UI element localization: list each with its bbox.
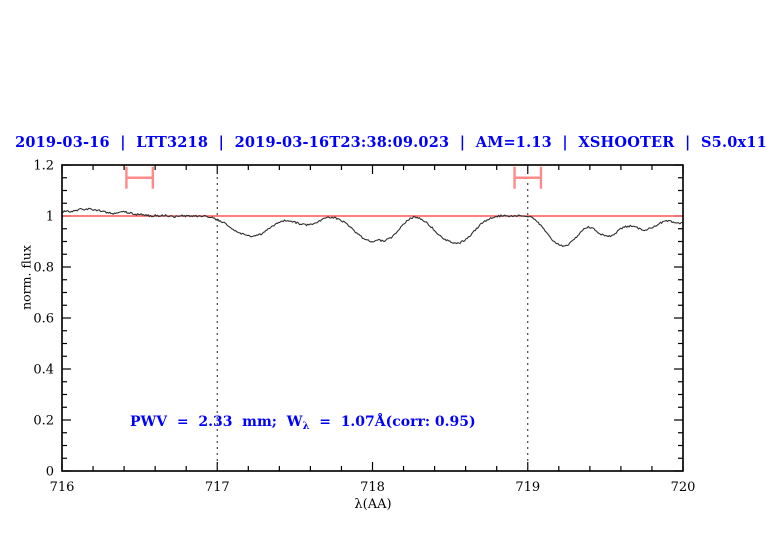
page-title: 2019-03-16 | LTT3218 | 2019-03-16T23:38:… — [15, 134, 767, 151]
plot-frame-overlay — [61, 164, 684, 472]
annotation-suffix: = 1.07Å(corr: 0.95) — [309, 414, 476, 430]
y-tick-label: 0.4 — [33, 363, 54, 378]
y-tick-label: 0.2 — [33, 414, 54, 429]
x-axis-label: λ(AA) — [354, 497, 392, 512]
y-axis-label: norm. flux — [18, 245, 34, 310]
integration-range-marker — [513, 166, 543, 189]
y-tick-label: 1 — [46, 210, 54, 225]
x-tick-label: 716 — [50, 480, 75, 495]
annotation-prefix: PWV = 2.33 mm; W — [130, 414, 303, 430]
y-tick-label: 0 — [46, 465, 54, 480]
y-tick-label: 0.6 — [33, 312, 54, 327]
measurement-annotation: PWV = 2.33 mm; Wλ = 1.07Å(corr: 0.95) — [130, 414, 476, 432]
integration-range-marker — [125, 166, 155, 189]
x-tick-label: 718 — [360, 480, 385, 495]
y-tick-label: 0.8 — [33, 261, 54, 276]
x-tick-label: 717 — [205, 480, 230, 495]
x-tick-label: 720 — [671, 480, 696, 495]
spectrum-trace — [61, 207, 684, 248]
x-tick-label: 719 — [515, 480, 540, 495]
annotation-subscript: λ — [302, 421, 310, 432]
y-tick-label: 1.2 — [33, 159, 54, 174]
